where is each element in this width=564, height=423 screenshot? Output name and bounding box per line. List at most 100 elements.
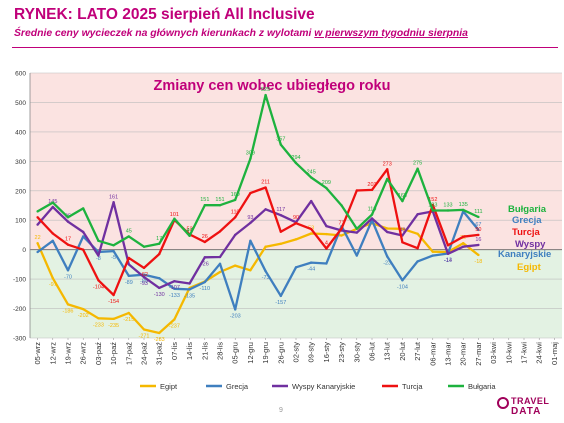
legend-label: Grecja [226,382,249,391]
data-point [249,191,252,195]
data-label: -271 [138,333,149,339]
x-tick-label: 14-lis [185,342,194,360]
data-point [294,238,298,241]
data-point [279,294,282,298]
data-point [340,227,343,230]
x-tick-label: 13-mar [444,342,453,366]
x-tick-label: 23-sty [337,342,346,363]
data-point [203,280,206,284]
data-label: 117 [276,207,285,213]
data-label: 169 [231,192,240,198]
data-point [431,250,434,253]
data-label: 161 [109,194,118,200]
data-label: -18 [474,259,482,265]
data-label: -130 [154,292,165,298]
data-label: -154 [108,299,119,305]
data-point [203,204,206,207]
data-point [310,261,313,264]
data-point [97,279,100,282]
data-point [173,318,176,321]
data-point [127,256,130,260]
data-point [36,241,39,245]
data-point [416,213,419,216]
x-tick-label: 20-lut [398,341,407,361]
x-tick-label: 05-gru [231,342,240,364]
x-tick-label: 21-lis [200,342,209,360]
data-point [51,201,54,204]
data-label: 135 [459,202,468,208]
x-tick-label: 24-kwi [535,342,544,364]
data-label: -157 [275,300,286,306]
data-label: 17 [156,236,162,242]
y-tick-label: -100 [13,277,26,284]
y-tick-label: 600 [15,71,26,78]
data-point [462,245,465,248]
data-label: -23 [383,260,391,266]
data-point [142,328,146,331]
x-tick-label: 17-kwi [520,342,529,364]
data-point [325,262,328,265]
data-label: 17 [65,237,71,243]
legend-label: Wyspy Kanaryjskie [292,382,355,391]
data-point [51,205,54,209]
data-label: 294 [291,155,300,161]
data-point [401,241,404,244]
data-label: -110 [199,286,210,292]
data-point [112,293,115,297]
data-point [203,240,206,244]
x-tick-label: 03-paź [94,342,103,365]
data-point [264,208,267,211]
data-point [82,230,85,234]
data-point [66,303,70,306]
subtitle-text: Średnie ceny wycieczek na głównych kieru… [14,28,315,39]
y-tick-label: -300 [13,336,26,343]
data-point [36,210,39,213]
negative-zone [30,249,562,338]
x-tick-label: 20-mar [459,342,468,366]
x-tick-label: 10-paź [109,342,118,365]
data-point [462,241,465,245]
data-label: 50 [475,227,481,233]
data-point [401,227,404,230]
data-point [386,227,389,230]
data-point [188,234,191,238]
data-point [218,262,222,265]
data-point [294,161,298,165]
data-label: 26 [202,234,208,240]
data-point [264,186,267,189]
data-label: 67 [475,222,481,228]
data-label: 245 [307,170,316,176]
data-point [234,198,237,202]
data-label: 47 [187,228,193,234]
data-point [325,232,328,236]
data-label: -215 [123,317,134,323]
data-label: 203 [367,182,376,188]
data-point [203,256,206,259]
data-point [173,217,176,220]
data-point [142,275,146,279]
data-point [264,245,267,248]
data-label: 151 [215,197,224,203]
data-point [355,189,358,192]
travel-data-logo: TRAVEL DATA [497,396,561,420]
series-line-Wyspy Kanaryjskie [36,199,479,290]
data-label: 209 [322,180,331,186]
data-point [82,248,85,251]
series-end-label: Wyspy [515,239,546,250]
data-point [158,331,161,335]
data-label: 72 [339,220,345,226]
data-point [127,263,130,266]
x-tick-label: 17-paź [124,342,133,365]
x-tick-label: 02-sty [292,342,301,363]
data-point [112,244,115,247]
header-divider [12,47,558,48]
data-label: -107 [169,285,180,291]
data-label: 133 [428,203,437,209]
data-label: -97 [49,282,57,288]
data-point [97,254,100,257]
data-label: 93 [247,215,253,221]
data-point [446,244,450,247]
data-point [82,207,85,210]
data-point [218,270,222,274]
data-label: 151 [200,197,209,203]
